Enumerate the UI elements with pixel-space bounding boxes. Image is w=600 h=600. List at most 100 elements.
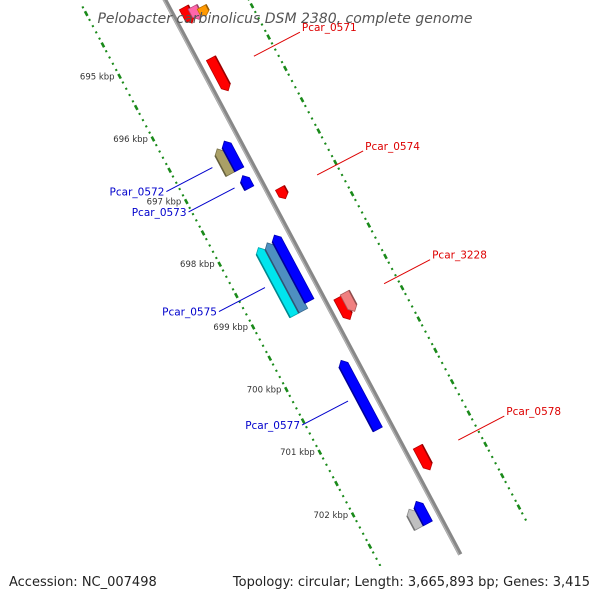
tick-mark-minor bbox=[278, 375, 282, 379]
gene-feature bbox=[239, 175, 255, 192]
gene-label: Pcar_0573 bbox=[132, 207, 187, 219]
tick-mark-minor bbox=[323, 142, 327, 145]
tick-mark-minor bbox=[414, 311, 417, 315]
tick-mark-major bbox=[217, 261, 223, 268]
tick-mark-minor bbox=[273, 48, 277, 51]
tick-mark-minor bbox=[407, 298, 411, 302]
tick-mark-major bbox=[117, 73, 122, 80]
gene-arrow bbox=[339, 289, 358, 312]
tick-mark-minor bbox=[188, 206, 192, 210]
tick-mark-minor bbox=[330, 154, 334, 158]
gene-arrow-shade bbox=[255, 254, 291, 319]
tick-mark-minor bbox=[257, 16, 261, 20]
tick-mark-minor bbox=[457, 392, 461, 396]
gene-leader-line bbox=[458, 415, 505, 441]
tick-labels-layer: 695 kbp 696 kbp 697 kbp 698 kbp 699 kbp 700 k… bbox=[80, 72, 348, 521]
tick-mark-minor bbox=[144, 125, 148, 128]
tick-mark-minor bbox=[504, 480, 507, 484]
tick-mark-minor bbox=[355, 519, 358, 523]
tick-mark-minor bbox=[394, 273, 397, 277]
gene-arrow bbox=[221, 140, 245, 173]
tick-mark-minor bbox=[260, 23, 264, 26]
tick-mark-minor bbox=[131, 99, 135, 103]
tick-mark-major bbox=[516, 504, 522, 510]
gene-arrow bbox=[274, 185, 289, 200]
tick-mark-minor bbox=[341, 494, 345, 498]
tick-mark-minor bbox=[178, 187, 182, 191]
tick-mark-minor bbox=[221, 269, 225, 272]
gene-leader-line bbox=[383, 259, 431, 285]
tick-label: 696 kbp bbox=[113, 135, 148, 145]
gene-arrow bbox=[412, 443, 433, 471]
gene-arrow-shade bbox=[205, 4, 210, 11]
tick-mark-minor bbox=[383, 570, 384, 572]
tick-mark-minor bbox=[228, 281, 232, 285]
tick-mark-major bbox=[367, 543, 373, 550]
tick-mark-minor bbox=[370, 229, 374, 233]
gene-leader-line bbox=[301, 400, 349, 426]
gene-arrow-shade bbox=[239, 181, 246, 191]
tick-mark-minor bbox=[375, 557, 378, 561]
tick-mark-major bbox=[282, 65, 288, 72]
tick-mark-minor bbox=[181, 193, 185, 197]
tick-mark-minor bbox=[487, 449, 491, 453]
tick-mark-minor bbox=[293, 85, 297, 89]
tick-mark-minor bbox=[470, 417, 474, 421]
tick-mark-major bbox=[333, 159, 338, 166]
tick-mark-minor bbox=[114, 68, 118, 72]
tick-mark-minor bbox=[307, 110, 311, 114]
tick-mark-major bbox=[399, 284, 405, 291]
tick-mark-minor bbox=[311, 438, 315, 442]
gene-leader-line bbox=[218, 287, 266, 313]
tick-mark-minor bbox=[364, 217, 367, 221]
gene-arrow-shade bbox=[221, 147, 236, 173]
tick-mark-minor bbox=[280, 60, 284, 64]
tick-mark-minor bbox=[348, 507, 352, 511]
tick-mark-minor bbox=[263, 29, 267, 33]
gene-label: Pcar_0575 bbox=[162, 307, 217, 319]
tick-mark-minor bbox=[474, 424, 477, 427]
tick-mark-minor bbox=[371, 551, 375, 554]
tick-mark-major bbox=[350, 512, 356, 518]
tick-mark-minor bbox=[265, 350, 268, 354]
tick-mark-minor bbox=[241, 306, 245, 310]
tick-mark-major bbox=[200, 230, 206, 236]
tick-mark-minor bbox=[397, 280, 401, 283]
tick-mark-minor bbox=[281, 381, 285, 385]
gene-arrow bbox=[240, 175, 255, 192]
tick-mark-major bbox=[316, 128, 322, 134]
tick-mark-minor bbox=[380, 248, 384, 252]
gene-arrow-shade bbox=[348, 289, 358, 306]
tick-mark-minor bbox=[248, 319, 252, 323]
tick-mark-minor bbox=[430, 342, 434, 346]
tick-mark-minor bbox=[325, 463, 328, 467]
tick-mark-major bbox=[300, 418, 306, 424]
tick-mark-minor bbox=[138, 112, 141, 116]
gene-label: Pcar_0574 bbox=[365, 141, 420, 153]
tick-mark-minor bbox=[374, 236, 377, 239]
tick-mark-minor bbox=[171, 175, 175, 178]
tick-mark-minor bbox=[315, 444, 318, 448]
tick-mark-minor bbox=[424, 330, 427, 333]
tick-mark-major bbox=[284, 386, 289, 393]
tick-label: 702 kbp bbox=[314, 511, 349, 521]
tick-mark-minor bbox=[174, 181, 178, 185]
tick-mark-minor bbox=[141, 118, 145, 122]
tick-mark-minor bbox=[261, 344, 265, 348]
tick-mark-minor bbox=[327, 148, 331, 152]
gene-label: Pcar_0577 bbox=[245, 420, 300, 432]
tick-mark-minor bbox=[297, 92, 301, 95]
tick-mark-minor bbox=[410, 305, 414, 308]
gene-label: Pcar_0571 bbox=[302, 22, 357, 34]
gene-arrow-shade bbox=[271, 241, 306, 304]
gene-leader-line bbox=[316, 150, 364, 176]
tick-mark-minor bbox=[490, 455, 494, 459]
tick-mark-minor bbox=[420, 323, 424, 327]
genome-summary-label: Topology: circular; Length: 3,665,893 bp… bbox=[232, 575, 590, 590]
tick-mark-major bbox=[433, 347, 438, 354]
tick-mark-minor bbox=[204, 237, 208, 241]
tick-mark-minor bbox=[440, 361, 444, 365]
tick-mark-minor bbox=[124, 87, 128, 91]
gene-feature bbox=[274, 185, 289, 200]
